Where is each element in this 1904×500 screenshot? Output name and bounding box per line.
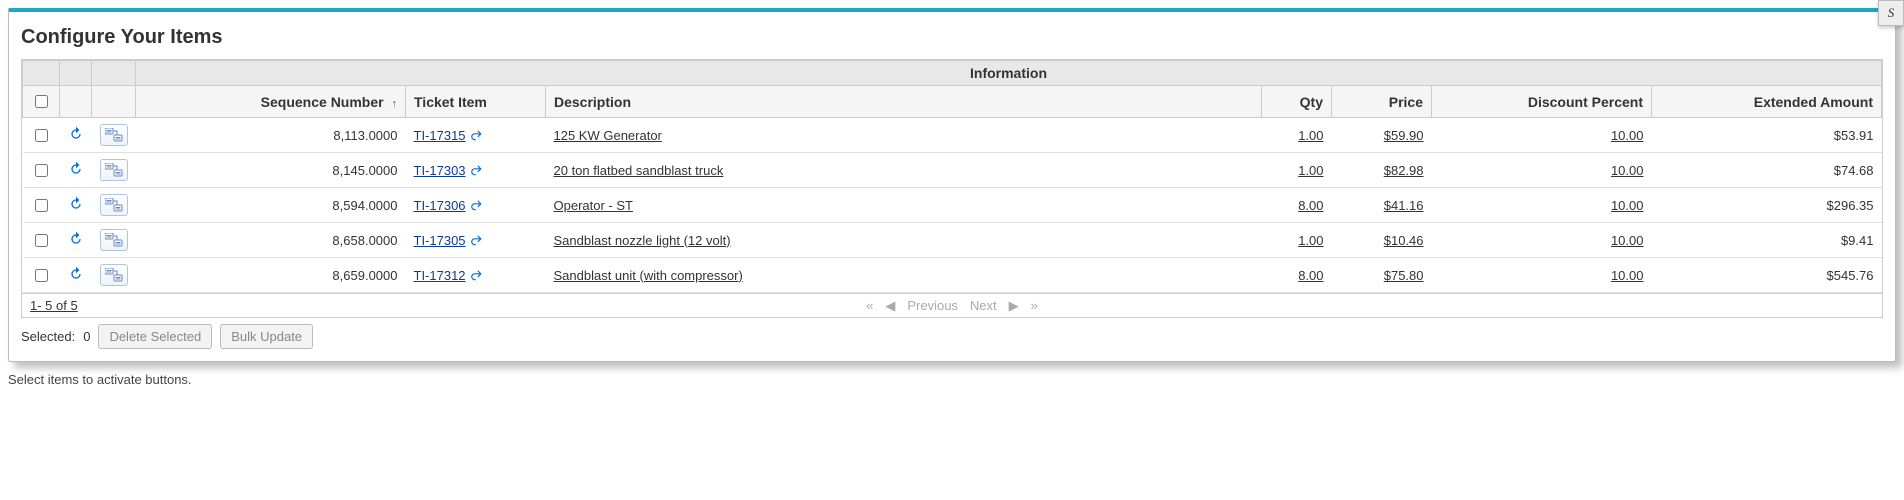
pager: 1- 5 of 5 « ◀ Previous Next ▶ »	[22, 293, 1882, 317]
group-header-information: Information	[136, 61, 1882, 86]
cell-sequence: 8,658.0000	[136, 223, 406, 258]
cell-price[interactable]: $82.98	[1384, 163, 1424, 178]
cell-price[interactable]: $41.16	[1384, 198, 1424, 213]
bulk-update-button[interactable]: Bulk Update	[220, 324, 313, 349]
detail-button[interactable]	[100, 264, 128, 286]
row-checkbox[interactable]	[35, 199, 48, 212]
col-header-detail	[92, 86, 136, 118]
links-icon[interactable]	[470, 268, 484, 282]
col-header-sequence[interactable]: Sequence Number ↑	[136, 86, 406, 118]
detail-button[interactable]	[100, 124, 128, 146]
cell-sequence: 8,594.0000	[136, 188, 406, 223]
detail-button[interactable]	[100, 159, 128, 181]
selected-label: Selected:	[21, 329, 75, 344]
cell-description[interactable]: Operator - ST	[554, 198, 633, 213]
pager-first-icon[interactable]: «	[864, 298, 875, 313]
delete-selected-button[interactable]: Delete Selected	[98, 324, 212, 349]
refresh-icon[interactable]	[68, 161, 84, 177]
footer-row: Selected: 0 Delete Selected Bulk Update	[21, 324, 1883, 349]
corner-tab[interactable]: S	[1878, 0, 1904, 26]
cell-discount[interactable]: 10.00	[1611, 198, 1644, 213]
cell-discount[interactable]: 10.00	[1611, 128, 1644, 143]
cell-discount[interactable]: 10.00	[1611, 163, 1644, 178]
row-checkbox[interactable]	[35, 234, 48, 247]
col-header-discount[interactable]: Discount Percent	[1432, 86, 1652, 118]
header-spacer-cb	[23, 61, 60, 86]
cell-extended: $545.76	[1652, 258, 1882, 293]
col-header-refresh	[60, 86, 92, 118]
pager-next-icon[interactable]: ▶	[1007, 298, 1021, 314]
col-header-qty[interactable]: Qty	[1262, 86, 1332, 118]
cell-extended: $9.41	[1652, 223, 1882, 258]
cell-sequence: 8,113.0000	[136, 118, 406, 153]
cell-description[interactable]: Sandblast nozzle light (12 volt)	[554, 233, 731, 248]
detail-button[interactable]	[100, 194, 128, 216]
cell-qty[interactable]: 1.00	[1298, 163, 1323, 178]
pager-range[interactable]: 1- 5 of 5	[30, 298, 78, 313]
table-body: 8,113.0000 TI-17315 125 KW Generator 1.00 $5…	[23, 118, 1882, 293]
cell-discount[interactable]: 10.00	[1611, 268, 1644, 283]
cell-qty[interactable]: 1.00	[1298, 128, 1323, 143]
row-checkbox[interactable]	[35, 129, 48, 142]
cell-sequence: 8,659.0000	[136, 258, 406, 293]
cell-price[interactable]: $10.46	[1384, 233, 1424, 248]
cell-price[interactable]: $75.80	[1384, 268, 1424, 283]
ticket-link[interactable]: TI-17312	[414, 268, 466, 283]
pager-wrap: 1- 5 of 5 « ◀ Previous Next ▶ »	[22, 293, 1882, 317]
table-row: 8,658.0000 TI-17305 Sandblast nozzle light…	[23, 223, 1882, 258]
table-row: 8,594.0000 TI-17306 Operator - ST 8.00 $41.1…	[23, 188, 1882, 223]
col-header-checkbox[interactable]	[23, 86, 60, 118]
cell-sequence: 8,145.0000	[136, 153, 406, 188]
cell-price[interactable]: $59.90	[1384, 128, 1424, 143]
pager-next[interactable]: Next	[968, 298, 999, 313]
refresh-icon[interactable]	[68, 231, 84, 247]
header-spacer-refresh	[60, 61, 92, 86]
row-checkbox[interactable]	[35, 164, 48, 177]
table-row: 8,145.0000 TI-17303 20 ton flatbed sandbla…	[23, 153, 1882, 188]
detail-button[interactable]	[100, 229, 128, 251]
pager-last-icon[interactable]: »	[1029, 298, 1040, 313]
pager-controls: « ◀ Previous Next ▶ »	[864, 298, 1040, 314]
cell-discount[interactable]: 10.00	[1611, 233, 1644, 248]
configure-panel: Configure Your Items Information	[8, 8, 1896, 362]
pager-previous[interactable]: Previous	[905, 298, 960, 313]
links-icon[interactable]	[470, 163, 484, 177]
ticket-link[interactable]: TI-17303	[414, 163, 466, 178]
ticket-link[interactable]: TI-17305	[414, 233, 466, 248]
cell-qty[interactable]: 1.00	[1298, 233, 1323, 248]
cell-qty[interactable]: 8.00	[1298, 268, 1323, 283]
refresh-icon[interactable]	[68, 266, 84, 282]
cell-qty[interactable]: 8.00	[1298, 198, 1323, 213]
col-header-extended[interactable]: Extended Amount	[1652, 86, 1882, 118]
col-header-price[interactable]: Price	[1332, 86, 1432, 118]
cell-description[interactable]: 20 ton flatbed sandblast truck	[554, 163, 724, 178]
pager-prev-icon[interactable]: ◀	[883, 298, 897, 314]
hint-text: Select items to activate buttons.	[8, 372, 1896, 387]
col-header-sequence-label: Sequence Number	[261, 94, 384, 110]
links-icon[interactable]	[470, 233, 484, 247]
refresh-icon[interactable]	[68, 126, 84, 142]
items-table-wrap: Information Sequence Number ↑ Ticket Ite…	[21, 59, 1883, 318]
ticket-link[interactable]: TI-17306	[414, 198, 466, 213]
col-header-ticket[interactable]: Ticket Item	[406, 86, 546, 118]
sort-asc-icon: ↑	[392, 98, 398, 110]
panel-title: Configure Your Items	[21, 26, 1883, 49]
cell-extended: $74.68	[1652, 153, 1882, 188]
selected-count: 0	[83, 329, 90, 344]
ticket-link[interactable]: TI-17315	[414, 128, 466, 143]
cell-description[interactable]: Sandblast unit (with compressor)	[554, 268, 743, 283]
header-spacer-detail	[92, 61, 136, 86]
refresh-icon[interactable]	[68, 196, 84, 212]
links-icon[interactable]	[470, 198, 484, 212]
cell-extended: $296.35	[1652, 188, 1882, 223]
select-all-checkbox[interactable]	[35, 95, 48, 108]
row-checkbox[interactable]	[35, 269, 48, 282]
links-icon[interactable]	[470, 128, 484, 142]
cell-extended: $53.91	[1652, 118, 1882, 153]
cell-description[interactable]: 125 KW Generator	[554, 128, 662, 143]
table-row: 8,113.0000 TI-17315 125 KW Generator 1.00 $5…	[23, 118, 1882, 153]
col-header-description[interactable]: Description	[546, 86, 1262, 118]
items-table: Information Sequence Number ↑ Ticket Ite…	[22, 60, 1882, 293]
table-row: 8,659.0000 TI-17312 Sandblast unit (with c…	[23, 258, 1882, 293]
